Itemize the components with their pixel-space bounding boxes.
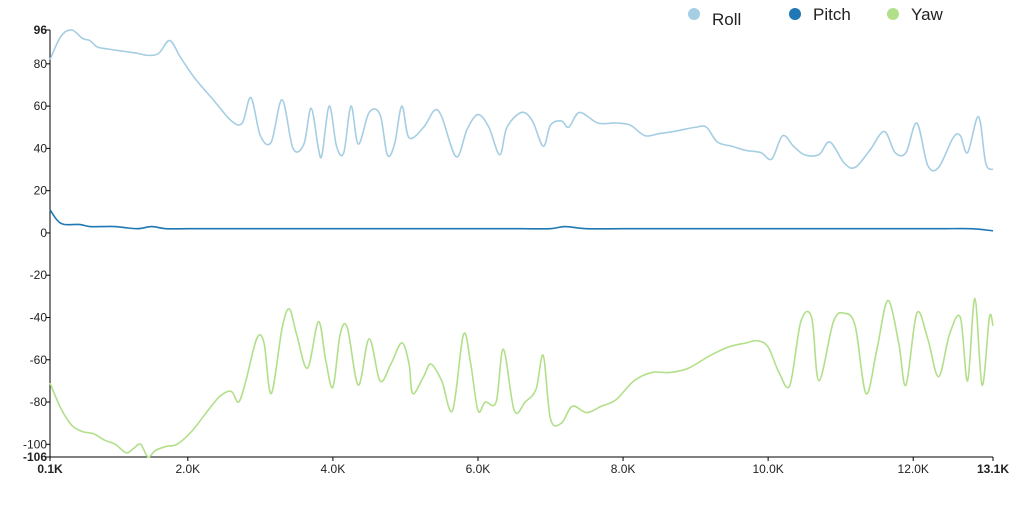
y-tick-label: 80: [34, 57, 48, 71]
x-tick: 0.1K: [37, 457, 63, 476]
x-tick-label: 10.0K: [752, 462, 783, 476]
y-tick-label: -20: [30, 268, 48, 282]
legend-label: Roll: [712, 10, 741, 29]
legend-swatch: [789, 8, 801, 20]
y-tick: 80: [34, 57, 50, 71]
y-tick: -40: [30, 310, 50, 324]
y-tick-label: 20: [34, 184, 48, 198]
x-tick: 4.0K: [321, 457, 346, 476]
y-tick: -80: [30, 395, 50, 409]
y-tick-label: 40: [34, 141, 48, 155]
y-tick-label: -40: [30, 310, 48, 324]
y-tick: 0: [40, 226, 50, 240]
series-line-yaw: [49, 297, 994, 458]
legend-label: Pitch: [813, 5, 851, 24]
y-tick: 96: [34, 23, 50, 37]
y-tick-label: 60: [34, 99, 48, 113]
y-tick: -100: [23, 437, 50, 451]
x-tick: 13.1K: [977, 457, 1009, 476]
legend-swatch: [688, 8, 700, 20]
y-tick-label: -106: [23, 450, 47, 464]
x-tick-label: 2.0K: [175, 462, 200, 476]
y-tick: 20: [34, 184, 50, 198]
y-tick: -20: [30, 268, 50, 282]
legend-item-roll[interactable]: Roll: [688, 8, 741, 29]
chart-series: [49, 29, 994, 458]
legend-item-pitch[interactable]: Pitch: [789, 5, 851, 24]
y-tick: -106: [23, 450, 50, 464]
chart-legend: Roll Pitch Yaw: [688, 5, 944, 29]
x-tick: 8.0K: [611, 457, 636, 476]
x-tick: 10.0K: [752, 457, 784, 476]
legend-label: Yaw: [911, 5, 944, 24]
x-tick-label: 6.0K: [466, 462, 491, 476]
y-tick-label: -100: [23, 437, 47, 451]
x-tick-label: 12.0K: [898, 462, 929, 476]
y-tick: 60: [34, 99, 50, 113]
y-tick-label: 96: [34, 23, 48, 37]
y-tick-label: -60: [30, 353, 48, 367]
y-tick-label: 0: [40, 226, 47, 240]
x-tick: 6.0K: [466, 457, 491, 476]
y-tick: 40: [34, 141, 50, 155]
x-tick-label: 8.0K: [611, 462, 636, 476]
y-tick: -60: [30, 353, 50, 367]
x-tick: 2.0K: [175, 457, 200, 476]
y-tick-label: -80: [30, 395, 48, 409]
x-tick-label: 0.1K: [37, 462, 63, 476]
legend-swatch: [887, 8, 899, 20]
x-tick-label: 13.1K: [977, 462, 1009, 476]
series-line-roll: [49, 29, 994, 172]
x-tick-label: 4.0K: [321, 462, 346, 476]
x-tick: 12.0K: [898, 457, 929, 476]
series-line-pitch: [49, 209, 994, 232]
legend-item-yaw[interactable]: Yaw: [887, 5, 944, 24]
